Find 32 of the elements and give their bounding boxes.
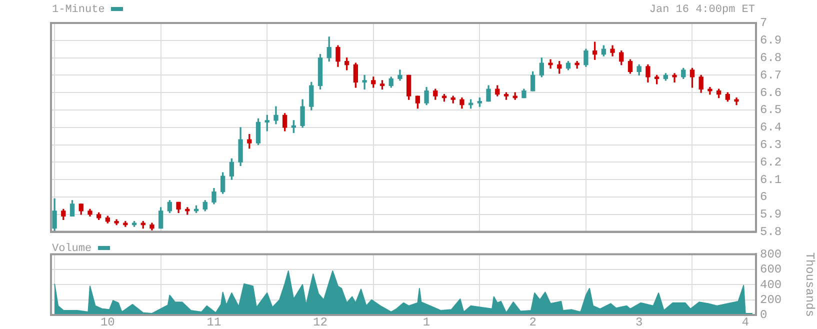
candlestick [548, 59, 553, 69]
y-tick-label: 6.7 [760, 68, 782, 82]
y-tick-label: 6.6 [760, 86, 782, 100]
y-tick-label: 6.9 [760, 34, 782, 48]
candlestick [362, 74, 367, 90]
y-tick-label: 6.3 [760, 138, 782, 152]
y-tick-label: 800 [760, 247, 782, 262]
x-tick-label: 1 [422, 315, 430, 329]
y-tick-label: 6.2 [760, 155, 782, 170]
text: Jan 16 4:00pm ET [649, 4, 755, 16]
y-tick-label: 6.4 [760, 120, 782, 135]
y-axis-title: Thousands [802, 252, 817, 318]
y-tick-label: 7 [760, 16, 768, 30]
legend-label: 1-Minute [52, 4, 105, 16]
x-tick-label: 2 [529, 315, 536, 329]
y-tick-label: 5.8 [760, 224, 782, 239]
x-tick-label: 10 [100, 315, 115, 329]
y-tick-label: 400 [760, 278, 782, 292]
candlestick [672, 73, 677, 82]
y-tick-label: 5.9 [760, 208, 782, 222]
x-tick-label: 3 [635, 315, 643, 329]
x-tick-label: 11 [206, 315, 222, 329]
y-tick-label: 6.8 [760, 50, 782, 65]
y-tick-label: 6.1 [760, 172, 782, 187]
y-tick-label: 6 [760, 190, 768, 204]
x-tick-label: 12 [313, 315, 328, 329]
y-tick-label: 600 [760, 262, 782, 277]
y-tick-label: 200 [760, 292, 782, 307]
y-tick-label: 6.5 [760, 103, 782, 118]
legend-label: Volume [52, 243, 92, 255]
x-tick-label: 4 [742, 315, 749, 329]
y-tick-label: 0 [760, 308, 768, 322]
